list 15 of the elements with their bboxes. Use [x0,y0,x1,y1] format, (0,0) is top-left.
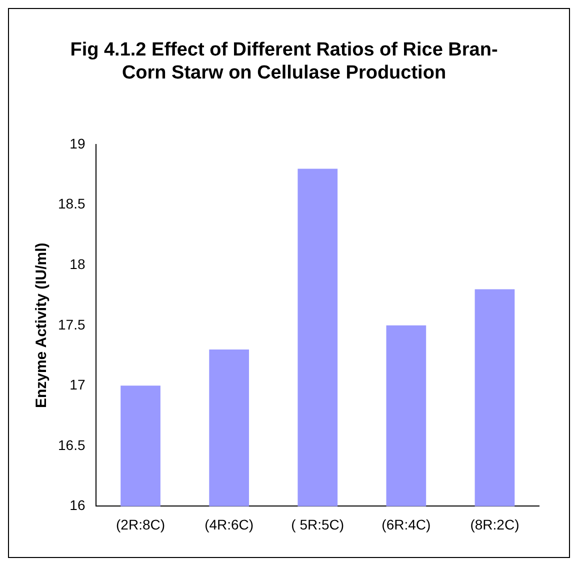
x-tick-label: (4R:6C) [204,516,254,532]
x-tick-label: ( 5R:5C) [291,516,344,532]
y-tick-label: 17 [70,376,86,393]
text: Corn Starw on Cellulase Production [122,62,446,84]
y-tick-label: 17.5 [58,316,86,332]
y-tick-label: 16 [70,497,86,514]
y-tick-label: 16.5 [58,436,86,453]
x-tick-label: (6R:4C) [382,516,431,532]
x-tick-label: (2R:8C) [116,516,166,532]
text: Fig 4.1.2 Effect of Different Ratios of Rice Bran- [70,40,498,61]
x-tick-label: (8R:2C) [470,516,520,532]
y-tick-label: 19 [70,135,86,152]
y-axis-title: Enzyme Activity (IU/ml) [33,242,50,408]
y-tick-label: 18 [70,256,86,272]
y-tick-label: 18.5 [58,196,86,212]
